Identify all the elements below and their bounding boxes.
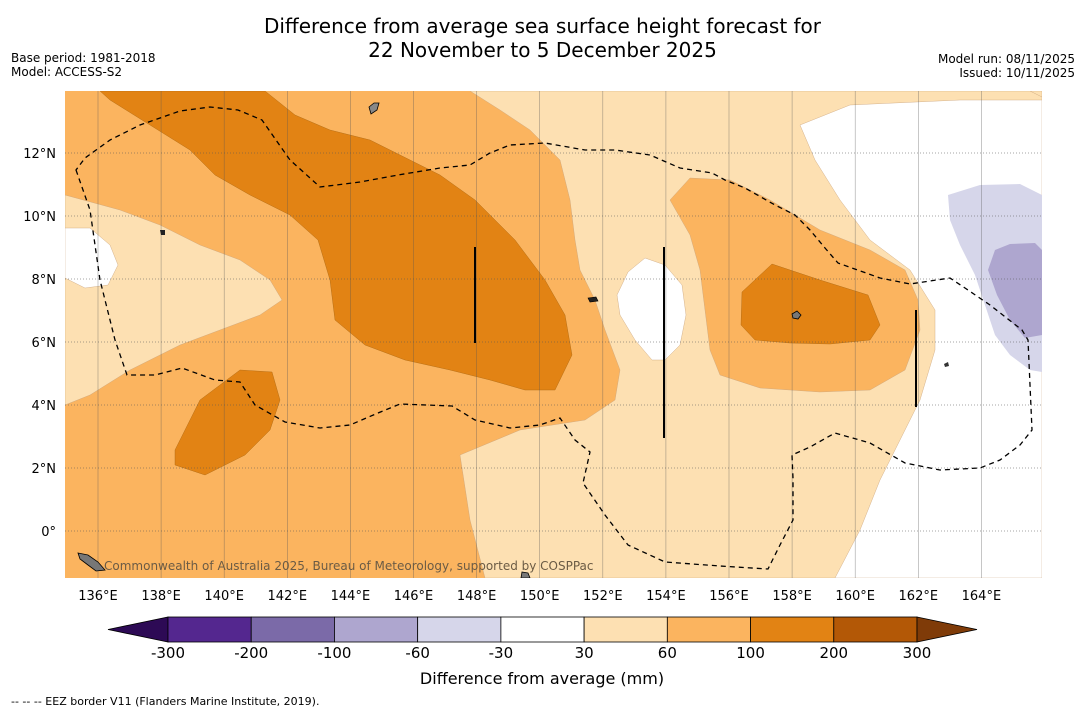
model-text: Model: ACCESS-S2 <box>11 65 123 79</box>
island-shape <box>791 310 802 320</box>
colorbar-tick-label: -30 <box>489 644 514 662</box>
copyright-text: Commonwealth of Australia 2025, Bureau o… <box>104 559 594 573</box>
longitude-label: 148°E <box>457 589 497 604</box>
title-line-1: Difference from average sea surface heig… <box>263 14 822 38</box>
longitude-label: 164°E <box>962 589 1002 604</box>
map-panel: Commonwealth of Australia 2025, Bureau o… <box>65 91 1042 578</box>
latitude-label: 0° <box>41 525 56 540</box>
longitude-label: 136°E <box>78 589 118 604</box>
colorbar-segment <box>500 616 585 643</box>
latitude-label: 2°N <box>32 462 57 477</box>
longitude-label: 150°E <box>520 589 560 604</box>
longitude-label: 158°E <box>772 589 812 604</box>
latitude-labels: 12°N 10°N 8°N 6°N 4°N 2°N 0° <box>23 147 56 540</box>
meta-right: Model run: 08/11/2025 Issued: 10/11/2025 <box>938 52 1075 80</box>
longitude-label: 142°E <box>268 589 308 604</box>
eez-border <box>75 106 1033 570</box>
colorbar-segment <box>417 616 502 643</box>
island-shape <box>944 362 949 367</box>
longitude-label: 160°E <box>835 589 875 604</box>
colorbar-tick-label: 200 <box>819 644 848 662</box>
colorbar-tick-labels: -300 -200 -100 -60 -30 30 60 100 200 300 <box>151 644 931 662</box>
longitude-label: 154°E <box>646 589 686 604</box>
longitude-label: 156°E <box>709 589 749 604</box>
issued-text: Issued: 10/11/2025 <box>959 66 1075 80</box>
footnote: -- -- -- EEZ border V11 (Flanders Marine… <box>11 695 320 708</box>
anomaly-band-100-200-north <box>99 91 573 391</box>
longitude-label: 162°E <box>899 589 939 604</box>
island-shape <box>160 230 165 235</box>
colorbar-tick-label: -200 <box>234 644 268 662</box>
anomaly-band-30-60-west <box>65 194 283 406</box>
anomaly-band-neutral-center <box>616 257 687 361</box>
anomaly-band-100-200-east <box>740 263 881 345</box>
base-period-text: Base period: 1981-2018 <box>11 51 156 65</box>
colorbar-tick-label: 30 <box>575 644 594 662</box>
colorbar-title: Difference from average (mm) <box>420 669 664 688</box>
colorbar-extend-high <box>916 616 978 643</box>
longitude-label: 144°E <box>331 589 371 604</box>
latitude-label: 10°N <box>23 210 56 225</box>
colorbar-extend-low <box>107 616 169 643</box>
island-shape <box>520 571 531 578</box>
island-shape <box>587 296 599 303</box>
longitude-label: 152°E <box>583 589 623 604</box>
longitude-label: 146°E <box>394 589 434 604</box>
latitude-label: 8°N <box>32 273 57 288</box>
anomaly-band-30-60-nw <box>1029 91 1042 98</box>
colorbar-segment <box>334 616 419 643</box>
colorbar-segment <box>833 616 918 643</box>
longitude-label: 138°E <box>141 589 181 604</box>
latitude-label: 12°N <box>23 147 56 162</box>
colorbar-tick-label: -100 <box>317 644 351 662</box>
anomaly-band-100-200-south <box>174 369 281 476</box>
title-line-2: 22 November to 5 December 2025 <box>368 38 717 62</box>
island-shape <box>368 102 380 115</box>
longitude-label: 140°E <box>204 589 244 604</box>
colorbar <box>107 616 978 643</box>
colorbar-tick-label: -60 <box>405 644 430 662</box>
map-grid <box>65 91 1042 578</box>
colorbar-segment <box>583 616 668 643</box>
longitude-labels: 136°E 138°E 140°E 142°E 144°E 146°E 148°E 150°E… <box>78 589 1001 604</box>
model-run-text: Model run: 08/11/2025 <box>937 52 1075 66</box>
meta-left: Base period: 1981-2018 Model: ACCESS-S2 <box>11 51 156 79</box>
island-shape <box>77 552 106 572</box>
colorbar-tick-label: -300 <box>151 644 185 662</box>
colorbar-segment <box>250 616 335 643</box>
colorbar-tick-label: 60 <box>658 644 677 662</box>
map-title: Difference from average sea surface heig… <box>0 14 1085 62</box>
latitude-label: 4°N <box>32 399 57 414</box>
latitude-label: 6°N <box>32 336 57 351</box>
anomaly-band-neg-100-60 <box>988 243 1042 338</box>
colorbar-tick-label: 100 <box>736 644 765 662</box>
colorbar-tick-label: 300 <box>903 644 932 662</box>
colorbar-segment <box>167 616 252 643</box>
colorbar-segment <box>750 616 835 643</box>
colorbar-segment <box>666 616 751 643</box>
